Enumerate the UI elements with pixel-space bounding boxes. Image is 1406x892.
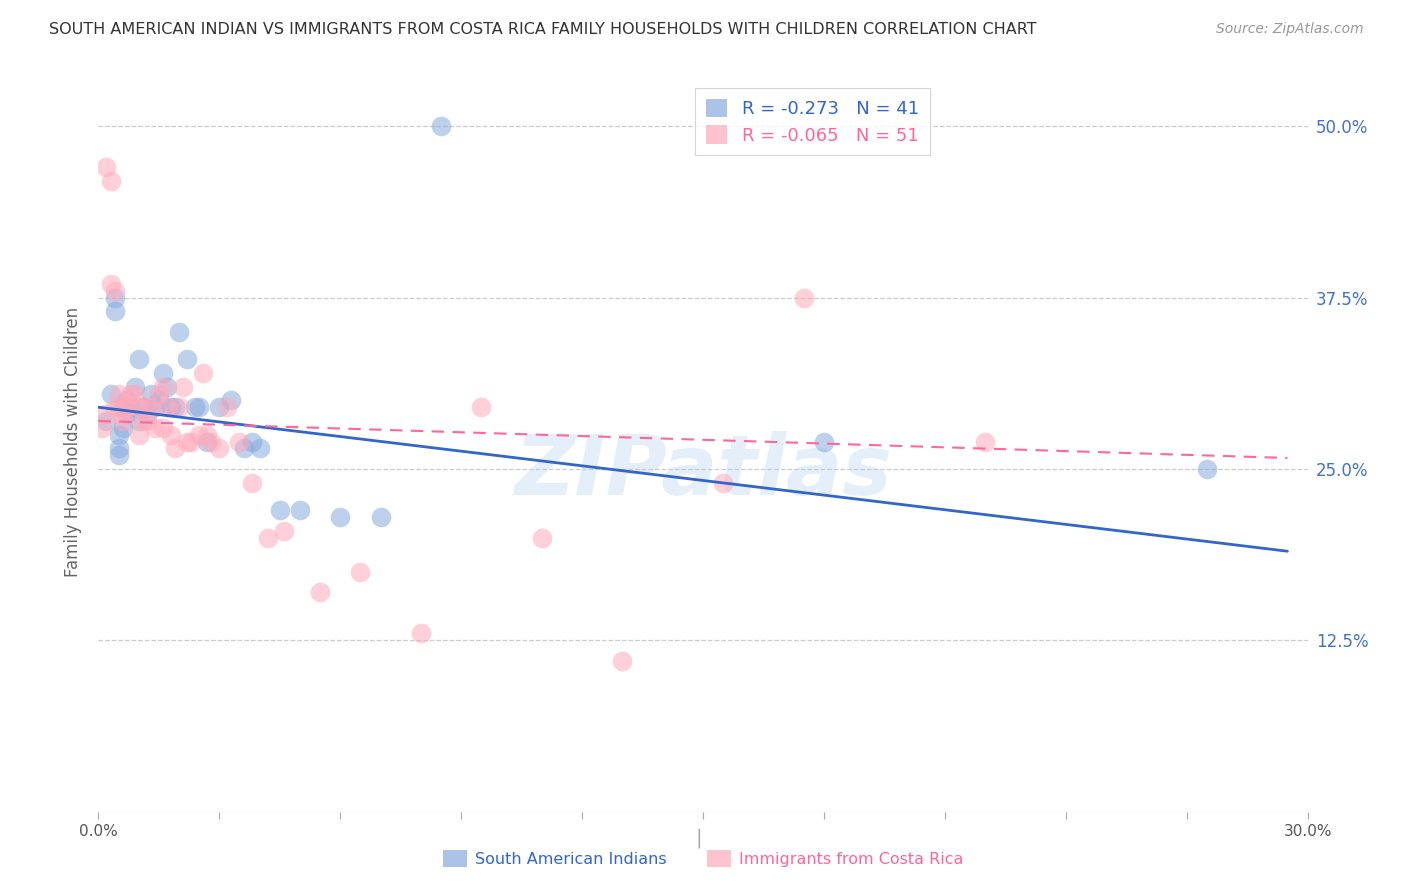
Point	[107, 386, 129, 401]
Point	[152, 380, 174, 394]
Point	[139, 386, 162, 401]
Point	[188, 401, 211, 415]
Point	[100, 277, 122, 291]
Point	[430, 119, 453, 133]
Point	[793, 291, 815, 305]
Point	[176, 434, 198, 449]
Point	[208, 401, 231, 415]
Point	[221, 393, 243, 408]
Point	[139, 401, 162, 415]
Legend: R = -0.273   N = 41, R = -0.065   N = 51: R = -0.273 N = 41, R = -0.065 N = 51	[695, 87, 929, 155]
Point	[163, 401, 186, 415]
Point	[249, 442, 271, 456]
Point	[103, 291, 125, 305]
Point	[217, 401, 239, 415]
Point	[167, 325, 190, 339]
Point	[135, 414, 157, 428]
Point	[349, 565, 371, 579]
Point	[180, 434, 202, 449]
Point	[152, 366, 174, 380]
Point	[128, 414, 150, 428]
Point	[711, 475, 734, 490]
Text: ZIPatlas: ZIPatlas	[515, 431, 891, 512]
Point	[107, 427, 129, 442]
Point	[91, 421, 114, 435]
Point	[329, 510, 352, 524]
Point	[273, 524, 295, 538]
Point	[100, 174, 122, 188]
Point	[107, 448, 129, 462]
Point	[530, 531, 553, 545]
Text: SOUTH AMERICAN INDIAN VS IMMIGRANTS FROM COSTA RICA FAMILY HOUSEHOLDS WITH CHILD: SOUTH AMERICAN INDIAN VS IMMIGRANTS FROM…	[49, 22, 1036, 37]
Point	[269, 503, 291, 517]
Point	[100, 386, 122, 401]
Point	[148, 393, 170, 408]
Point	[240, 475, 263, 490]
Point	[240, 434, 263, 449]
Point	[115, 407, 138, 421]
Point	[107, 401, 129, 415]
Point	[188, 427, 211, 442]
Point	[232, 442, 254, 456]
Point	[176, 352, 198, 367]
Point	[115, 393, 138, 408]
Point	[107, 442, 129, 456]
Point	[195, 434, 218, 449]
Point	[120, 386, 142, 401]
Point	[96, 161, 118, 175]
Point	[1195, 462, 1218, 476]
Point	[111, 421, 134, 435]
Point	[103, 304, 125, 318]
Point	[156, 380, 179, 394]
Point	[409, 626, 432, 640]
Point	[208, 442, 231, 456]
Point	[128, 352, 150, 367]
Point	[813, 434, 835, 449]
Point	[228, 434, 250, 449]
Point	[103, 284, 125, 298]
Point	[156, 401, 179, 415]
Y-axis label: Family Households with Children: Family Households with Children	[65, 307, 83, 576]
Point	[974, 434, 997, 449]
Legend: South American Indians, Immigrants from Costa Rica: South American Indians, Immigrants from …	[437, 844, 969, 873]
Point	[143, 421, 166, 435]
Point	[172, 380, 194, 394]
Point	[148, 386, 170, 401]
Point	[120, 401, 142, 415]
Text: Source: ZipAtlas.com: Source: ZipAtlas.com	[1216, 22, 1364, 37]
Point	[111, 414, 134, 428]
Point	[256, 531, 278, 545]
Point	[195, 427, 218, 442]
Point	[128, 427, 150, 442]
Point	[200, 434, 222, 449]
Point	[111, 407, 134, 421]
Point	[96, 414, 118, 428]
Point	[370, 510, 392, 524]
Point	[111, 401, 134, 415]
Point	[124, 386, 146, 401]
Text: |: |	[696, 829, 702, 848]
Point	[103, 401, 125, 415]
Point	[163, 442, 186, 456]
Point	[128, 401, 150, 415]
Point	[135, 401, 157, 415]
Point	[288, 503, 311, 517]
Point	[160, 401, 183, 415]
Point	[152, 421, 174, 435]
Point	[124, 380, 146, 394]
Point	[115, 401, 138, 415]
Point	[132, 414, 155, 428]
Point	[193, 366, 215, 380]
Point	[143, 401, 166, 415]
Point	[470, 401, 492, 415]
Point	[309, 585, 332, 599]
Point	[184, 401, 207, 415]
Point	[612, 654, 634, 668]
Point	[167, 401, 190, 415]
Point	[132, 401, 155, 415]
Point	[115, 393, 138, 408]
Point	[160, 427, 183, 442]
Point	[135, 407, 157, 421]
Point	[96, 407, 118, 421]
